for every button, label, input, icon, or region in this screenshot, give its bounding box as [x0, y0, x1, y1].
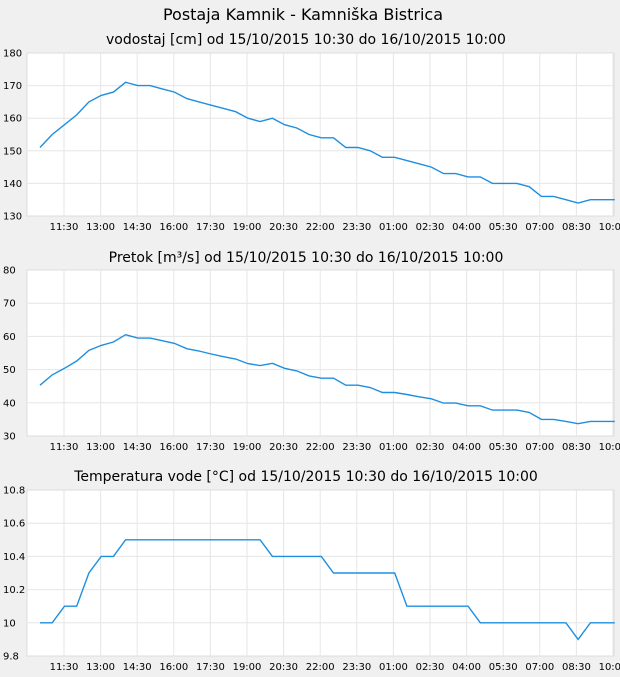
x-tick-label: 20:30	[269, 442, 298, 453]
x-tick-label: 13:00	[86, 442, 115, 453]
y-tick-label: 140	[3, 179, 22, 190]
x-tick-label: 08:30	[562, 662, 591, 673]
x-tick-label: 04:00	[452, 662, 481, 673]
chart-panel-2: Pretok [m³/s] od 15/10/2015 10:30 do 16/…	[3, 250, 620, 453]
x-tick-label: 23:30	[342, 662, 371, 673]
chart-title: Pretok [m³/s] od 15/10/2015 10:30 do 16/…	[109, 250, 504, 266]
x-tick-label: 14:30	[123, 442, 152, 453]
x-tick-label: 14:30	[123, 222, 152, 233]
x-tick-label: 04:00	[452, 442, 481, 453]
x-tick-label: 11:30	[50, 442, 79, 453]
x-tick-label: 23:30	[342, 442, 371, 453]
y-tick-label: 60	[3, 332, 16, 343]
x-tick-label: 08:30	[562, 222, 591, 233]
x-tick-label: 02:30	[416, 442, 445, 453]
chart-panel-1: vodostaj [cm] od 15/10/2015 10:30 do 16/…	[3, 32, 620, 233]
y-tick-label: 150	[3, 146, 22, 157]
y-tick-label: 70	[3, 299, 16, 310]
x-tick-label: 16:00	[159, 442, 188, 453]
x-tick-label: 05:30	[489, 222, 518, 233]
x-tick-label: 19:00	[233, 662, 262, 673]
series-line-1	[39, 81, 615, 204]
y-tick-label: 180	[3, 49, 22, 60]
x-tick-label: 10:00	[599, 442, 620, 453]
y-tick-label: 10.4	[3, 552, 25, 563]
x-tick-label: 17:30	[196, 662, 225, 673]
x-tick-label: 19:00	[233, 442, 262, 453]
chart-title: Temperatura vode [°C] od 15/10/2015 10:3…	[73, 469, 538, 485]
y-tick-label: 9.8	[3, 652, 19, 663]
x-tick-label: 22:00	[306, 222, 335, 233]
x-tick-label: 07:00	[525, 222, 554, 233]
x-tick-label: 02:30	[416, 222, 445, 233]
x-tick-label: 20:30	[269, 662, 298, 673]
page-title: Postaja Kamnik - Kamniška Bistrica	[163, 5, 443, 24]
y-tick-label: 30	[3, 432, 16, 443]
x-tick-label: 01:00	[379, 222, 408, 233]
y-tick-label: 160	[3, 114, 22, 125]
x-tick-label: 19:00	[233, 222, 262, 233]
x-tick-label: 20:30	[269, 222, 298, 233]
x-tick-label: 23:30	[342, 222, 371, 233]
y-tick-label: 10.8	[3, 486, 25, 497]
x-tick-label: 17:30	[196, 442, 225, 453]
y-tick-label: 10	[3, 618, 16, 629]
x-tick-label: 14:30	[123, 662, 152, 673]
x-tick-label: 07:00	[525, 662, 554, 673]
chart-panel-3: Temperatura vode [°C] od 15/10/2015 10:3…	[3, 469, 620, 673]
x-tick-label: 22:00	[306, 442, 335, 453]
x-tick-label: 10:00	[599, 662, 620, 673]
x-tick-label: 04:00	[452, 222, 481, 233]
y-tick-label: 10.6	[3, 519, 25, 530]
x-tick-label: 11:30	[50, 662, 79, 673]
y-tick-label: 50	[3, 365, 16, 376]
x-tick-label: 16:00	[159, 222, 188, 233]
y-tick-label: 170	[3, 81, 22, 92]
series-line-1	[40, 539, 615, 641]
y-tick-label: 80	[3, 266, 16, 277]
x-tick-label: 16:00	[159, 662, 188, 673]
x-tick-label: 01:00	[379, 662, 408, 673]
x-tick-label: 02:30	[416, 662, 445, 673]
series-line-1	[39, 333, 615, 425]
chart-title: vodostaj [cm] od 15/10/2015 10:30 do 16/…	[106, 32, 506, 48]
x-tick-label: 05:30	[489, 442, 518, 453]
x-tick-label: 10:00	[599, 222, 620, 233]
x-tick-label: 08:30	[562, 442, 591, 453]
x-tick-label: 17:30	[196, 222, 225, 233]
x-tick-label: 22:00	[306, 662, 335, 673]
x-tick-label: 13:00	[86, 662, 115, 673]
y-tick-label: 130	[3, 212, 22, 223]
x-tick-label: 05:30	[489, 662, 518, 673]
x-tick-label: 13:00	[86, 222, 115, 233]
chart-panels: vodostaj [cm] od 15/10/2015 10:30 do 16/…	[3, 32, 620, 673]
y-tick-label: 40	[3, 398, 16, 409]
x-tick-label: 01:00	[379, 442, 408, 453]
y-tick-label: 10.2	[3, 585, 25, 596]
x-tick-label: 11:30	[50, 222, 79, 233]
x-tick-label: 07:00	[525, 442, 554, 453]
